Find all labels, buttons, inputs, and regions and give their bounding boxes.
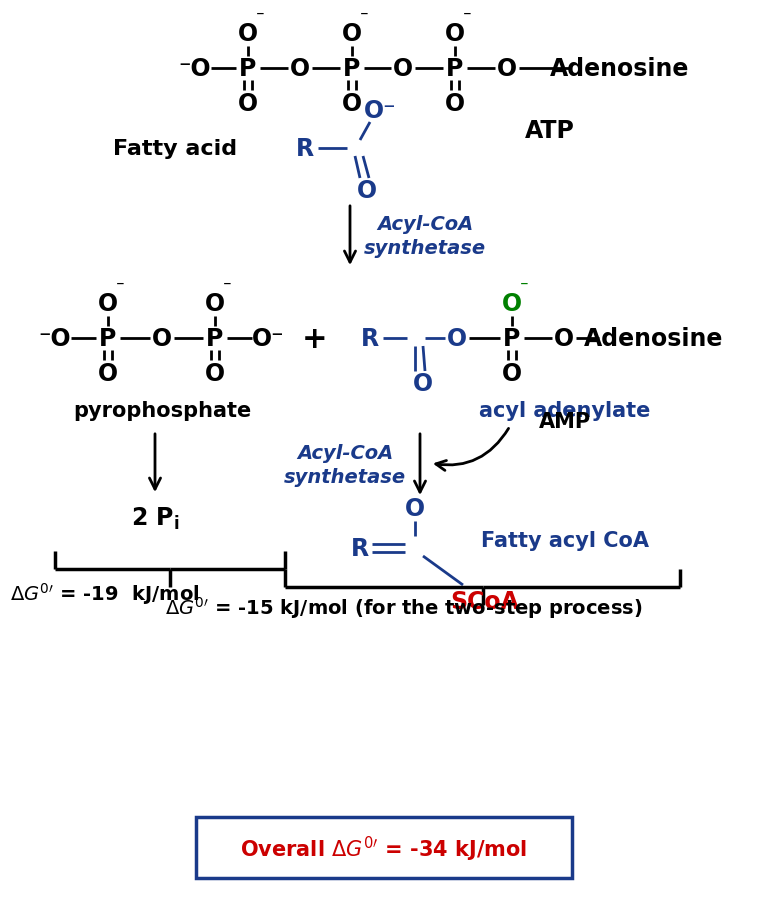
Text: O: O <box>98 292 118 316</box>
Text: Fatty acyl CoA: Fatty acyl CoA <box>481 530 649 551</box>
Text: P: P <box>446 57 464 81</box>
Text: ⁻: ⁻ <box>256 8 264 26</box>
Text: pyrophosphate: pyrophosphate <box>73 401 251 421</box>
Text: ⁻: ⁻ <box>223 278 231 295</box>
Text: Adenosine: Adenosine <box>551 57 690 81</box>
Text: P: P <box>503 327 521 350</box>
Text: ⁻O: ⁻O <box>179 57 211 81</box>
Text: R: R <box>296 137 314 161</box>
Text: O: O <box>445 22 465 46</box>
Text: ⁻: ⁻ <box>116 278 124 295</box>
Text: P: P <box>240 57 257 81</box>
Text: acyl adenylate: acyl adenylate <box>479 401 650 421</box>
Text: P: P <box>343 57 361 81</box>
Text: $\Delta G^{0\prime}$ = -15 kJ/mol (for the two-step process): $\Delta G^{0\prime}$ = -15 kJ/mol (for t… <box>165 594 643 620</box>
Text: O: O <box>205 292 225 316</box>
Text: O: O <box>205 361 225 386</box>
Text: ⁻: ⁻ <box>359 8 369 26</box>
Text: O: O <box>290 57 310 81</box>
Text: O: O <box>445 92 465 116</box>
Text: ATP: ATP <box>525 119 575 143</box>
FancyBboxPatch shape <box>196 817 572 878</box>
Text: O: O <box>405 497 425 520</box>
Text: O: O <box>393 57 413 81</box>
Text: O: O <box>342 22 362 46</box>
Text: ⁻: ⁻ <box>462 8 472 26</box>
Text: SCoA: SCoA <box>451 590 519 613</box>
Text: O: O <box>238 92 258 116</box>
Text: $\Delta G^{0\prime}$ = -19  kJ/mol: $\Delta G^{0\prime}$ = -19 kJ/mol <box>10 581 200 606</box>
Text: 2 P$_\mathregular{i}$: 2 P$_\mathregular{i}$ <box>131 506 179 532</box>
Text: O: O <box>502 361 522 386</box>
Text: O: O <box>238 22 258 46</box>
Text: O: O <box>413 372 433 396</box>
Text: O: O <box>502 292 522 316</box>
Text: O: O <box>357 179 377 203</box>
Text: synthetase: synthetase <box>284 468 406 487</box>
Text: Overall $\Delta G^{0\prime}$ = -34 kJ/mol: Overall $\Delta G^{0\prime}$ = -34 kJ/mo… <box>240 833 528 862</box>
Text: O⁻: O⁻ <box>364 99 396 123</box>
Text: P: P <box>99 327 117 350</box>
Text: +: + <box>302 324 328 353</box>
Text: O: O <box>554 327 574 350</box>
Text: Acyl-CoA: Acyl-CoA <box>377 215 473 234</box>
Text: R: R <box>351 536 369 561</box>
Text: O: O <box>342 92 362 116</box>
Text: ⁻O: ⁻O <box>38 327 71 350</box>
Text: O⁻: O⁻ <box>252 327 284 350</box>
Text: Fatty acid: Fatty acid <box>113 139 237 159</box>
Text: ⁻: ⁻ <box>520 278 528 295</box>
Text: O: O <box>497 57 517 81</box>
Text: R: R <box>361 327 379 350</box>
Text: synthetase: synthetase <box>364 239 486 258</box>
Text: P: P <box>207 327 223 350</box>
Text: O: O <box>447 327 467 350</box>
Text: O: O <box>152 327 172 350</box>
Text: Adenosine: Adenosine <box>584 327 723 350</box>
Text: AMP: AMP <box>539 412 591 432</box>
Text: O: O <box>98 361 118 386</box>
Text: Acyl-CoA: Acyl-CoA <box>297 444 393 463</box>
